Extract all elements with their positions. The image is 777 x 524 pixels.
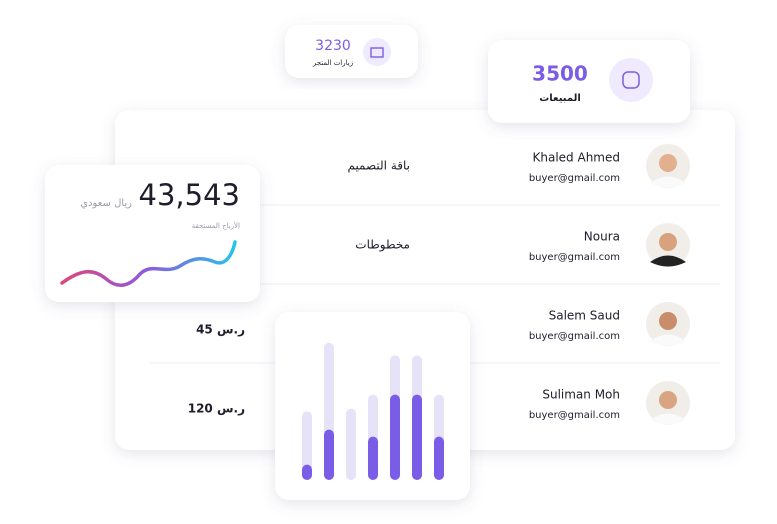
- avatar-body: [650, 334, 686, 346]
- avatar-face: [659, 391, 677, 409]
- sales-card: [488, 40, 690, 123]
- buyer-email: buyer@gmail.com: [529, 173, 620, 184]
- buyer-email: buyer@gmail.com: [529, 410, 620, 421]
- price: 120 ر.س: [188, 402, 245, 416]
- orders-card: [115, 110, 735, 450]
- earnings-card: [45, 165, 260, 302]
- bar: [368, 436, 378, 480]
- bar: [324, 429, 334, 480]
- money-icon: [609, 58, 653, 102]
- earnings-currency: ريال سعودي: [80, 198, 132, 209]
- buyer-email: buyer@gmail.com: [529, 331, 620, 342]
- visits-label: زيارات المتجر: [312, 59, 353, 67]
- buyer-name: Noura: [584, 230, 620, 244]
- product: مخطوطات: [355, 238, 410, 253]
- earnings-label: الأرباح المستحقة: [192, 221, 240, 230]
- bar: [302, 464, 312, 480]
- avatar-body: [650, 255, 686, 267]
- bar: [412, 394, 422, 480]
- store-icon: [363, 38, 391, 66]
- sales-label: المبيعات: [539, 93, 581, 104]
- buyer-name: Salem Saud: [549, 309, 620, 323]
- product: باقة التصميم: [347, 159, 410, 173]
- buyer-name: Khaled Ahmed: [533, 151, 620, 165]
- bar: [434, 436, 444, 480]
- sales-value: 3500: [532, 62, 588, 86]
- avatar-face: [659, 154, 677, 172]
- bar-track: [302, 411, 312, 480]
- bar-track: [346, 408, 356, 480]
- visits-card: [285, 25, 418, 78]
- avatar-face: [659, 312, 677, 330]
- avatar-body: [650, 413, 686, 425]
- store-icon-shape: [370, 47, 384, 58]
- visits-value: 3230: [315, 38, 351, 54]
- price: 45 ر.س: [196, 323, 245, 337]
- buyer-name: Suliman Moh: [542, 388, 620, 402]
- avatar-body: [650, 176, 686, 188]
- earnings-value: 43,543: [139, 178, 240, 212]
- earnings-wave: [60, 240, 237, 287]
- money-icon-shape: [622, 71, 640, 89]
- buyer-email: buyer@gmail.com: [529, 252, 620, 263]
- avatar-face: [659, 233, 677, 251]
- bar: [390, 394, 400, 480]
